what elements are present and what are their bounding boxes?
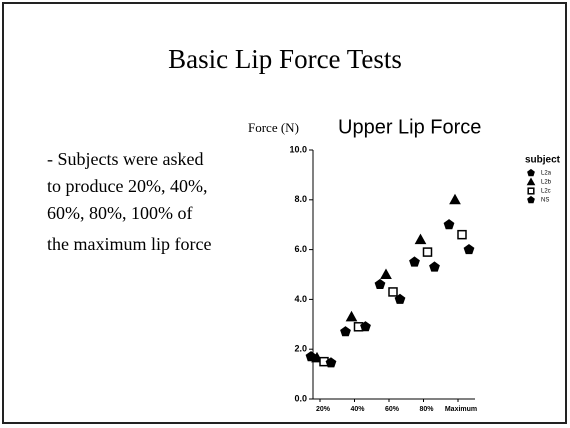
y-tick-label: 10.0	[289, 144, 307, 154]
x-tick-label: 20%	[316, 406, 331, 413]
legend-label: L2b	[541, 180, 552, 186]
data-point	[360, 321, 371, 332]
bullet-line: to produce 20%, 40%,	[47, 176, 207, 196]
bullet-line: 60%, 80%, 100% of	[47, 203, 192, 223]
data-point	[443, 219, 455, 230]
data-point	[422, 247, 433, 257]
x-tick-label: 80%	[419, 406, 434, 413]
data-point	[388, 287, 398, 297]
x-tick-label: Maximum	[445, 406, 477, 413]
bullet-line: - Subjects were asked	[47, 149, 203, 169]
legend-label: L2a	[541, 171, 552, 177]
legend-marker	[527, 187, 535, 195]
data-point	[449, 193, 461, 205]
data-point	[429, 261, 440, 272]
data-point	[409, 256, 420, 267]
data-point	[414, 233, 427, 245]
data-point	[340, 326, 351, 337]
legend-label: NS	[541, 198, 549, 204]
y-tick-label: 4.0	[294, 294, 307, 304]
legend-label: L2c	[541, 189, 551, 195]
legend-marker	[527, 168, 535, 177]
slide-title: Basic Lip Force Tests	[168, 44, 402, 74]
y-tick-label: 8.0	[294, 194, 307, 204]
data-point	[457, 229, 467, 240]
y-tick-label: 6.0	[294, 244, 307, 254]
y-axis-label: Force (N)	[248, 120, 299, 135]
y-tick-label: 0.0	[294, 393, 307, 403]
legend-marker	[526, 177, 536, 186]
x-tick-label: 40%	[350, 406, 365, 413]
chart-title: Upper Lip Force	[338, 116, 481, 138]
y-tick-label: 2.0	[294, 344, 307, 354]
x-tick-label: 60%	[385, 406, 400, 413]
bullet-line: the maximum lip force	[47, 234, 211, 254]
data-point	[325, 357, 337, 368]
data-point	[394, 293, 406, 304]
legend-title: subject	[525, 155, 561, 166]
slide-frame	[2, 2, 567, 424]
data-point	[374, 278, 386, 289]
legend-marker	[527, 195, 535, 204]
data-point	[345, 310, 358, 322]
data-point	[463, 243, 475, 255]
data-point	[380, 268, 392, 279]
